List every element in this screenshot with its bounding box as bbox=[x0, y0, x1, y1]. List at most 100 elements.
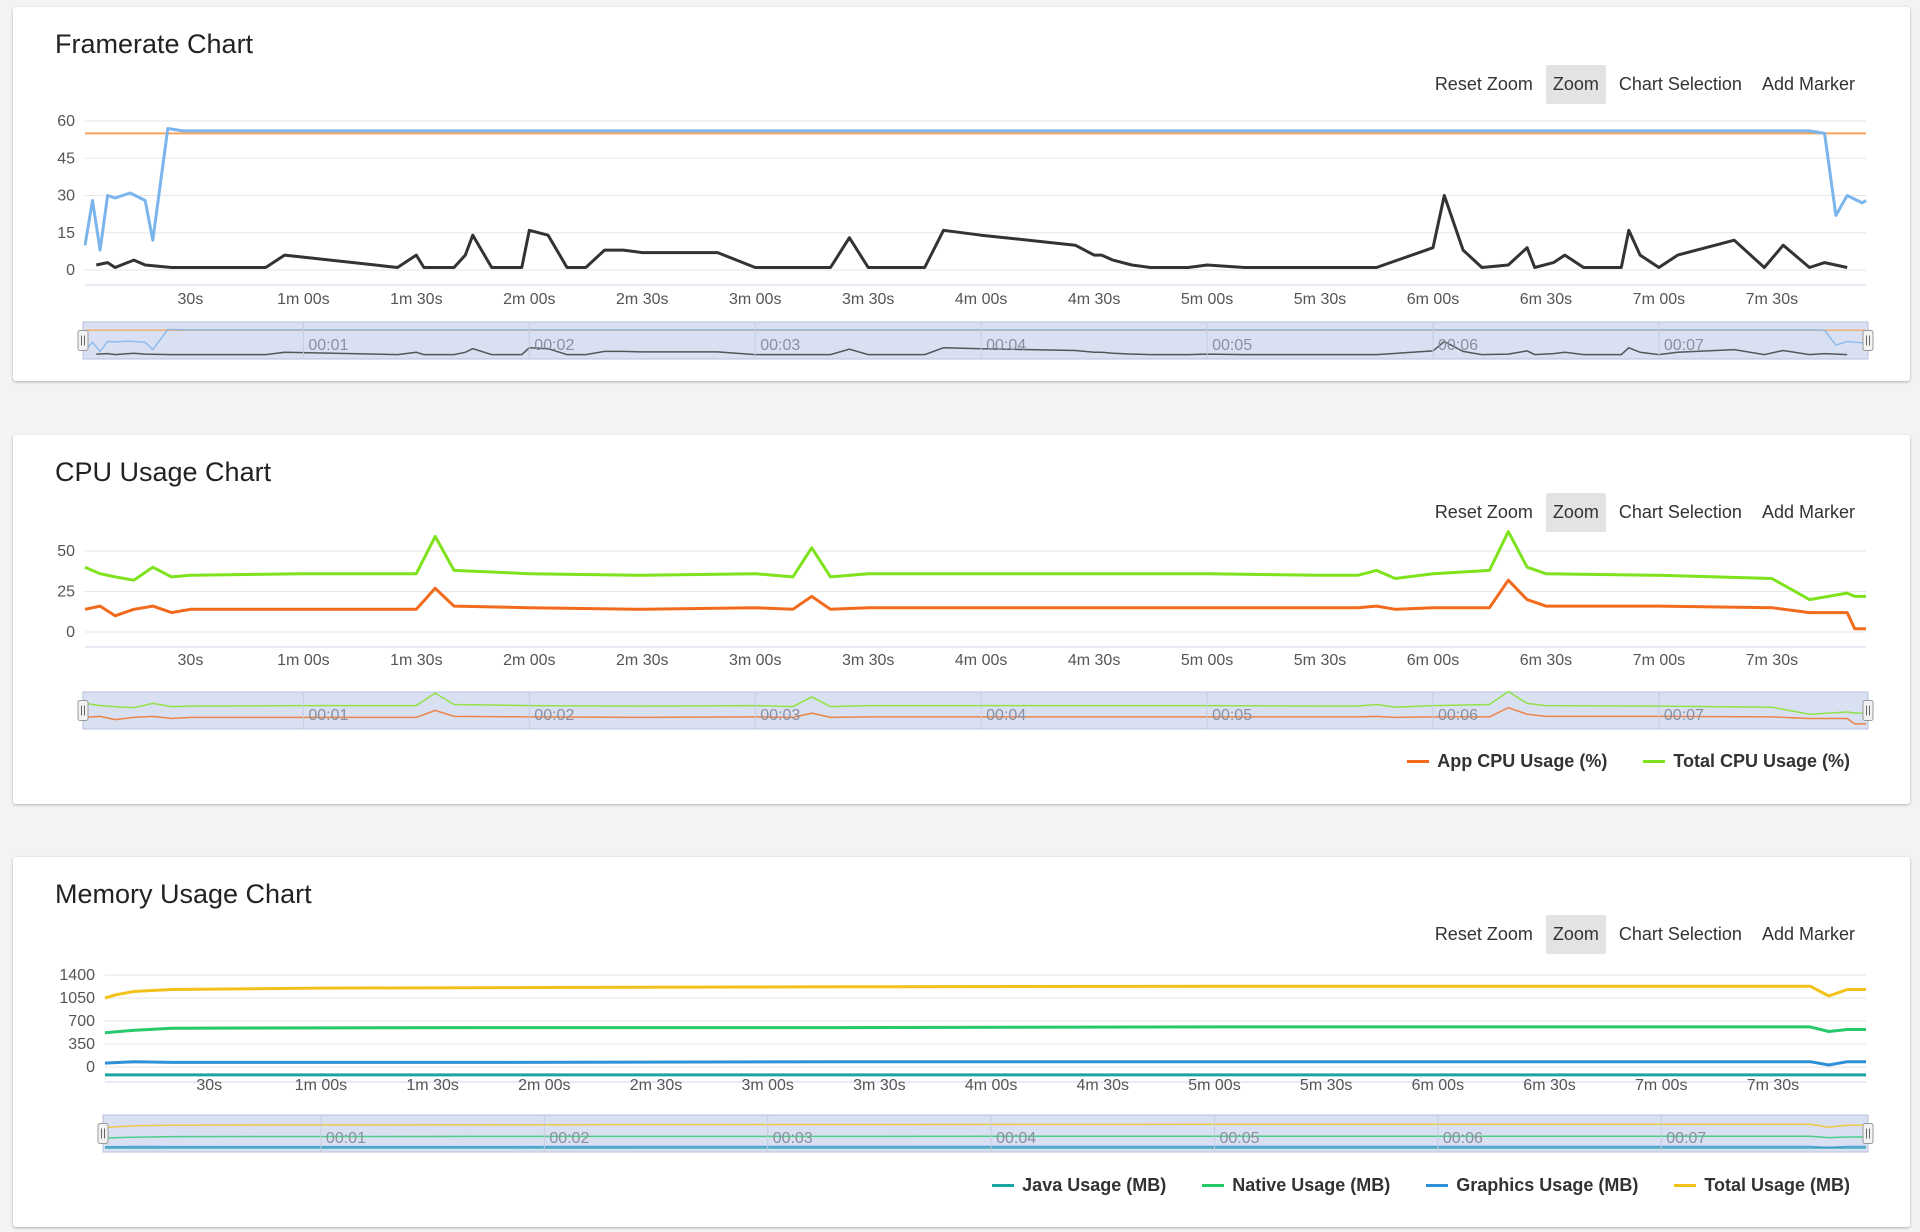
chart-selection-button[interactable]: Chart Selection bbox=[1612, 493, 1749, 532]
navigator-handle-right[interactable] bbox=[1862, 700, 1874, 721]
chart-title: Memory Usage Chart bbox=[55, 879, 312, 909]
x-tick-label: 4m 00s bbox=[955, 652, 1007, 669]
x-tick-label: 6m 30s bbox=[1520, 291, 1572, 308]
series-line-1[interactable] bbox=[104, 1025, 1866, 1035]
chart-toolbar: Reset Zoom Zoom Chart Selection Add Mark… bbox=[1428, 65, 1862, 104]
x-tick-label: 4m 30s bbox=[1077, 1077, 1129, 1094]
legend-swatch bbox=[1674, 1184, 1697, 1187]
x-tick-label: 4m 30s bbox=[1068, 652, 1120, 669]
legend-item-java[interactable]: Java Usage (MB) bbox=[992, 1175, 1166, 1196]
navigator-time-label: 00:01 bbox=[326, 1130, 366, 1147]
memory-usage-plot[interactable]: 0 350 700 1050 1400 30s 1m 00s 1m 30s 2m 00s 2m 3… bbox=[13, 857, 1910, 1227]
reset-zoom-button[interactable]: Reset Zoom bbox=[1428, 65, 1540, 104]
x-tick-label: 7m 00s bbox=[1633, 291, 1685, 308]
series-line-0[interactable] bbox=[84, 578, 1866, 631]
cpu-usage-chart-card: CPU Usage Chart Reset Zoom Zoom Chart Se… bbox=[13, 435, 1910, 804]
y-tick-label: 0 bbox=[66, 624, 75, 641]
y-tick-label: 45 bbox=[57, 150, 75, 167]
navigator-time-label: 00:03 bbox=[760, 707, 800, 724]
zoom-button[interactable]: Zoom bbox=[1545, 65, 1606, 104]
framerate-chart-card: Framerate Chart Reset Zoom Zoom Chart Se… bbox=[13, 7, 1910, 381]
x-tick-label: 7m 30s bbox=[1746, 652, 1798, 669]
x-tick-label: 3m 30s bbox=[853, 1077, 905, 1094]
chart-legend: App CPU Usage (%) Total CPU Usage (%) bbox=[1407, 751, 1850, 772]
x-tick-label: 1m 30s bbox=[406, 1077, 458, 1094]
chart-toolbar: Reset Zoom Zoom Chart Selection Add Mark… bbox=[1428, 915, 1862, 954]
x-tick-label: 3m 30s bbox=[842, 652, 894, 669]
series-line-2[interactable] bbox=[104, 1060, 1866, 1067]
y-tick-label: 0 bbox=[66, 262, 75, 279]
navigator-handle-right[interactable] bbox=[1862, 330, 1874, 351]
navigator-series-0 bbox=[84, 706, 1866, 725]
x-tick-label: 3m 00s bbox=[741, 1077, 793, 1094]
memory-usage-chart-card: Memory Usage Chart Reset Zoom Zoom Chart… bbox=[13, 857, 1910, 1227]
x-tick-label: 5m 00s bbox=[1181, 652, 1233, 669]
add-marker-button[interactable]: Add Marker bbox=[1755, 493, 1862, 532]
navigator-range[interactable] bbox=[82, 691, 1869, 730]
y-tick-label: 30 bbox=[57, 188, 75, 205]
zoom-button[interactable]: Zoom bbox=[1545, 915, 1606, 954]
navigator-handle-left[interactable] bbox=[77, 700, 89, 721]
y-tick-label: 0 bbox=[86, 1059, 95, 1076]
navigator-time-label: 00:07 bbox=[1666, 1130, 1706, 1147]
x-tick-label: 1m 00s bbox=[277, 291, 329, 308]
navigator-time-label: 00:06 bbox=[1438, 337, 1478, 354]
series-line-3[interactable] bbox=[104, 984, 1866, 1000]
add-marker-button[interactable]: Add Marker bbox=[1755, 65, 1862, 104]
x-tick-label: 6m 00s bbox=[1407, 652, 1459, 669]
chart-selection-button[interactable]: Chart Selection bbox=[1612, 915, 1749, 954]
x-tick-label: 7m 30s bbox=[1747, 1077, 1799, 1094]
x-tick-label: 2m 00s bbox=[503, 652, 555, 669]
chart-selection-button[interactable]: Chart Selection bbox=[1612, 65, 1749, 104]
x-tick-label: 3m 30s bbox=[842, 291, 894, 308]
x-tick-label: 1m 00s bbox=[277, 652, 329, 669]
legend-item-native[interactable]: Native Usage (MB) bbox=[1202, 1175, 1390, 1196]
legend-swatch bbox=[992, 1184, 1015, 1187]
navigator-series-3 bbox=[104, 1123, 1866, 1129]
y-tick-label: 25 bbox=[57, 584, 75, 601]
x-tick-label: 30s bbox=[196, 1077, 222, 1094]
legend-swatch bbox=[1426, 1184, 1449, 1187]
navigator-time-label: 00:03 bbox=[773, 1130, 813, 1147]
legend-item-total-memory[interactable]: Total Usage (MB) bbox=[1674, 1175, 1850, 1196]
navigator-time-label: 00:04 bbox=[986, 707, 1026, 724]
x-tick-label: 2m 00s bbox=[503, 291, 555, 308]
reset-zoom-button[interactable]: Reset Zoom bbox=[1428, 915, 1540, 954]
zoom-button[interactable]: Zoom bbox=[1545, 493, 1606, 532]
navigator-handle-left[interactable] bbox=[77, 330, 89, 351]
framerate-plot[interactable]: 0 15 30 45 60 30s 1m 00s 1m 30s 2m 00s 2m 30s 3m 0… bbox=[13, 7, 1910, 381]
legend-item-graphics[interactable]: Graphics Usage (MB) bbox=[1426, 1175, 1638, 1196]
series-line-2[interactable] bbox=[95, 194, 1848, 269]
reset-zoom-button[interactable]: Reset Zoom bbox=[1428, 493, 1540, 532]
x-tick-label: 6m 30s bbox=[1523, 1077, 1575, 1094]
x-tick-label: 5m 30s bbox=[1294, 652, 1346, 669]
x-tick-label: 2m 30s bbox=[616, 291, 668, 308]
navigator-handle-left[interactable] bbox=[97, 1123, 109, 1144]
x-tick-label: 2m 30s bbox=[616, 652, 668, 669]
chart-title: Framerate Chart bbox=[55, 29, 254, 59]
y-tick-label: 1400 bbox=[59, 967, 95, 984]
legend-item-total-cpu[interactable]: Total CPU Usage (%) bbox=[1643, 751, 1850, 772]
chart-toolbar: Reset Zoom Zoom Chart Selection Add Mark… bbox=[1428, 493, 1862, 532]
legend-label: Graphics Usage (MB) bbox=[1456, 1175, 1639, 1195]
series-line-1[interactable] bbox=[84, 530, 1866, 602]
navigator-time-label: 00:06 bbox=[1443, 1130, 1483, 1147]
cpu-usage-plot[interactable]: 0 25 50 30s 1m 00s 1m 30s 2m 00s 2m 30s 3m 00s 3m… bbox=[13, 435, 1910, 804]
legend-item-app-cpu[interactable]: App CPU Usage (%) bbox=[1407, 751, 1607, 772]
x-tick-label: 5m 30s bbox=[1294, 291, 1346, 308]
navigator-time-label: 00:06 bbox=[1438, 707, 1478, 724]
navigator-time-label: 00:05 bbox=[1219, 1130, 1259, 1147]
x-tick-label: 30s bbox=[178, 291, 204, 308]
y-tick-label: 350 bbox=[68, 1036, 95, 1053]
series-line-1[interactable] bbox=[83, 127, 1867, 252]
navigator-time-label: 00:05 bbox=[1212, 337, 1252, 354]
navigator-time-label: 00:04 bbox=[996, 1130, 1036, 1147]
navigator-time-label: 00:02 bbox=[549, 1130, 589, 1147]
navigator-handle-right[interactable] bbox=[1862, 1123, 1874, 1144]
y-tick-label: 1050 bbox=[59, 990, 95, 1007]
x-tick-label: 4m 30s bbox=[1068, 291, 1120, 308]
legend-swatch bbox=[1202, 1184, 1225, 1187]
x-tick-label: 2m 30s bbox=[630, 1077, 682, 1094]
add-marker-button[interactable]: Add Marker bbox=[1755, 915, 1862, 954]
chart-legend: Java Usage (MB) Native Usage (MB) Graphi… bbox=[992, 1175, 1850, 1196]
